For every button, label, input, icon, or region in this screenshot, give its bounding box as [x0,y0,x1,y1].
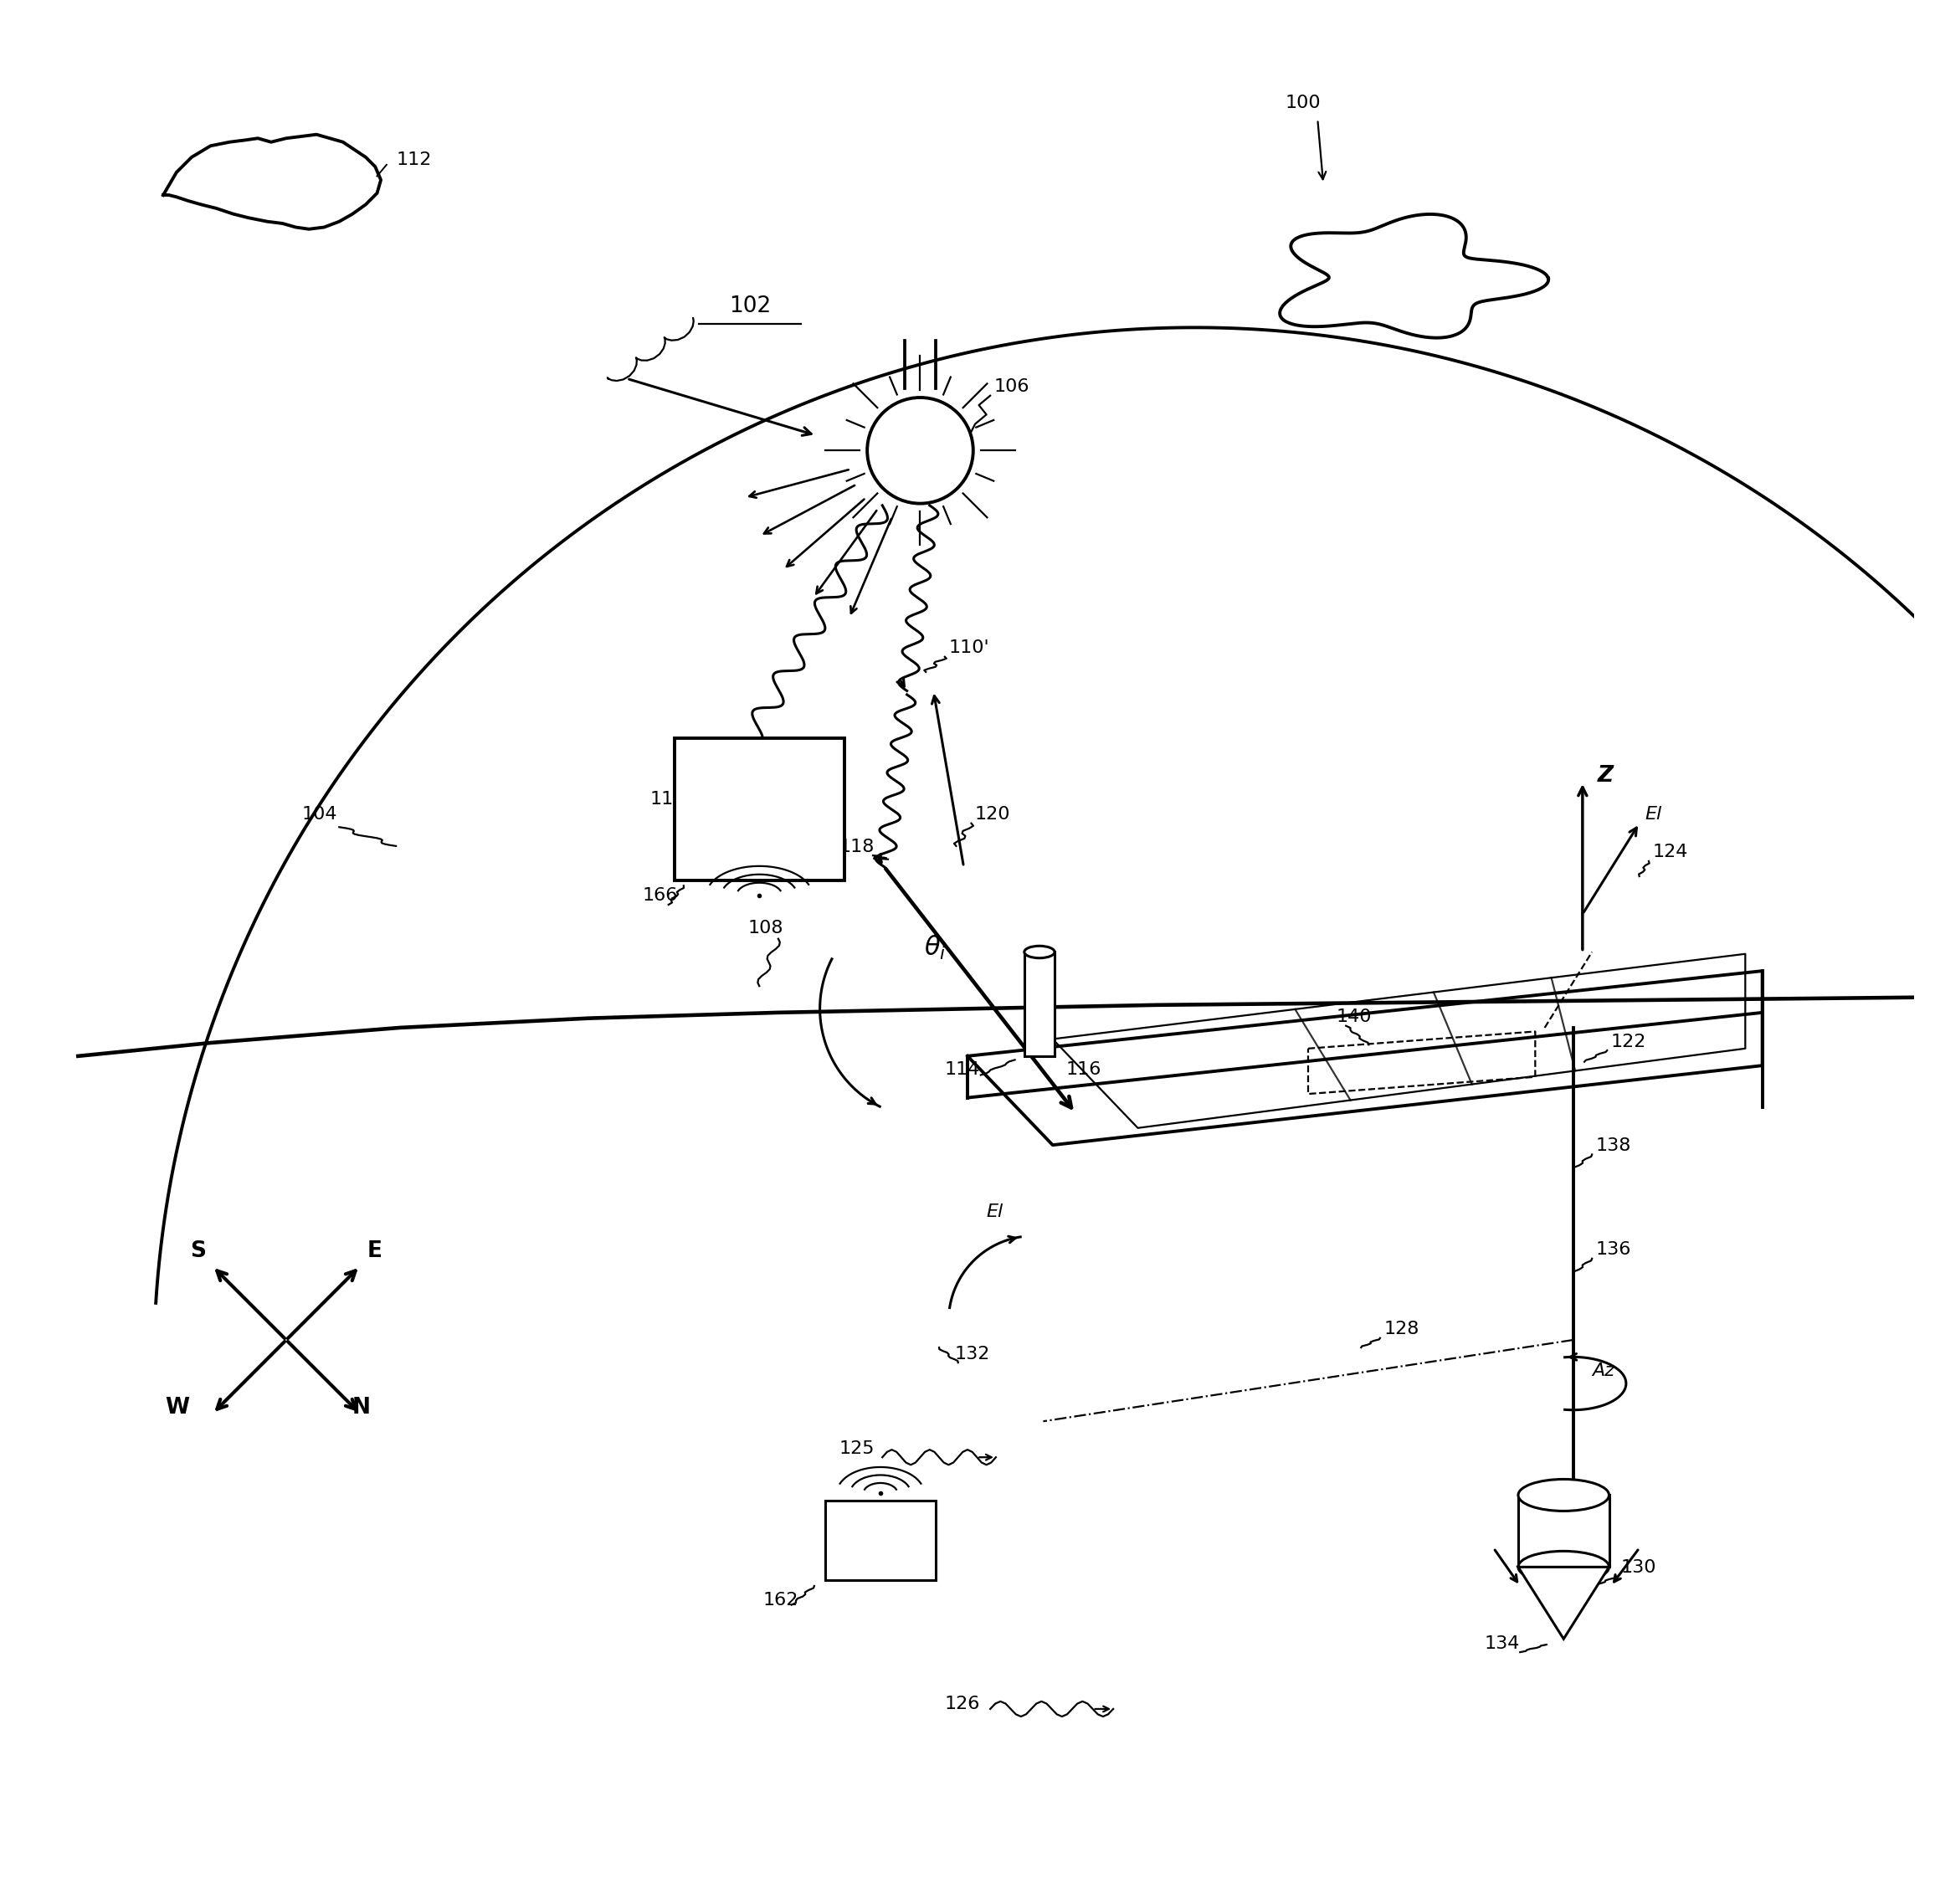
Text: S: S [190,1241,205,1262]
Ellipse shape [1024,946,1055,958]
Text: 120: 120 [975,805,1010,823]
Text: 128: 128 [1384,1321,1418,1339]
Polygon shape [1519,1567,1610,1639]
Text: 110: 110 [650,790,685,807]
Text: E: E [368,1241,383,1262]
Text: 130: 130 [1620,1559,1656,1577]
Text: 132: 132 [954,1346,989,1361]
Text: 125: 125 [838,1439,875,1457]
Text: 140: 140 [1337,1009,1372,1026]
Bar [826,1500,935,1580]
Text: 104: 104 [302,805,337,823]
Text: 126: 126 [944,1696,981,1712]
Text: El: El [1645,805,1662,823]
Text: 124: 124 [1652,843,1687,861]
Text: 138: 138 [1596,1137,1631,1154]
Text: 106: 106 [995,379,1029,396]
Text: 100: 100 [1285,95,1322,110]
Text: $\theta_i$: $\theta_i$ [925,935,946,962]
Text: El: El [987,1203,1002,1220]
Text: Z: Z [1598,765,1614,786]
Ellipse shape [1519,1479,1610,1512]
Text: 114: 114 [944,1062,981,1078]
Text: 118: 118 [838,838,875,855]
Text: Az: Az [1593,1363,1614,1378]
Text: 134: 134 [1484,1636,1519,1653]
Text: N: N [352,1398,370,1418]
Text: 116: 116 [1066,1062,1101,1078]
Bar [1024,952,1055,1057]
Text: 102: 102 [729,295,770,318]
Text: 110': 110' [948,640,989,657]
Text: 112: 112 [397,152,432,168]
Text: 108: 108 [749,920,784,937]
Ellipse shape [1519,1552,1610,1582]
Text: W: W [164,1398,190,1418]
Bar [1519,1495,1610,1567]
Text: 162: 162 [762,1592,799,1609]
Bar [673,739,844,880]
Text: 122: 122 [1612,1034,1647,1049]
Text: 136: 136 [1596,1241,1631,1259]
Text: 166: 166 [642,887,677,904]
